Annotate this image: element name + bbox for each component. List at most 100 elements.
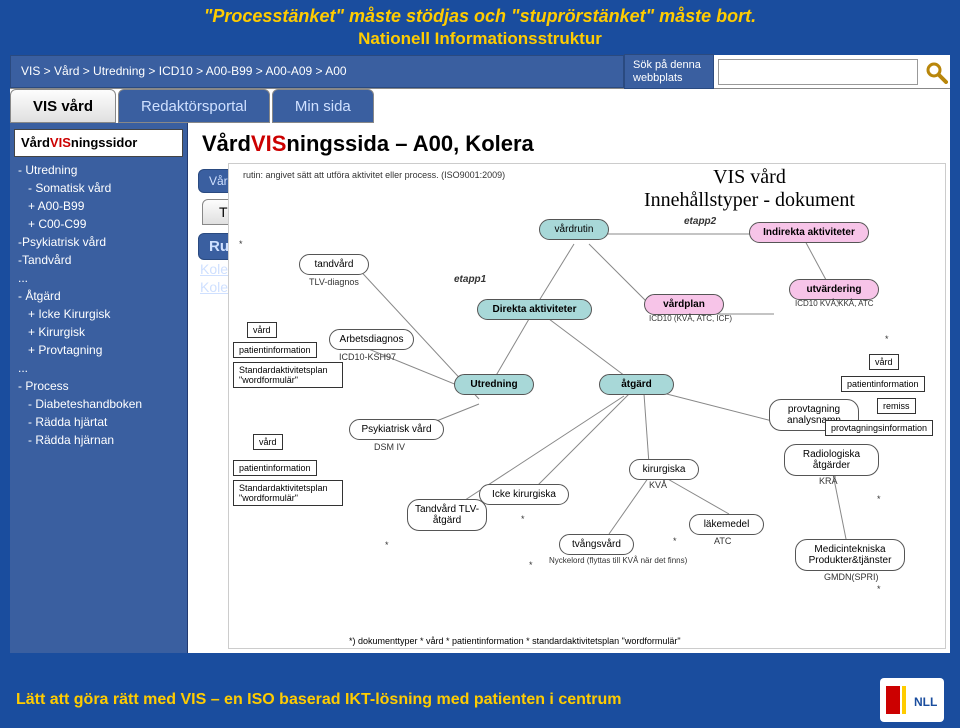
- label-nyckel: Nyckelord (flyttas till KVÅ när det finn…: [549, 556, 687, 565]
- footer-text: Lätt att göra rätt med VIS – en ISO base…: [16, 691, 621, 709]
- box-vard-3: vård: [869, 354, 899, 370]
- star-6: *: [877, 494, 881, 504]
- diagram-title-l1: VIS vård: [713, 166, 786, 188]
- label-tlvdiag: TLV-diagnos: [309, 277, 359, 287]
- box-patientinfo-3: patientinformation: [841, 376, 925, 392]
- node-psyk: Psykiatrisk vård: [349, 419, 444, 440]
- svg-text:NLL: NLL: [914, 695, 937, 709]
- sidebar-item[interactable]: - Utredning: [14, 161, 183, 179]
- page-title-mid: VIS: [251, 131, 286, 156]
- sidebar-item[interactable]: - Process: [14, 377, 183, 395]
- sidebar-title: VårdVISningssidor: [14, 129, 183, 157]
- box-stdplan-2: Standardaktivitetsplan "wordformulär": [233, 480, 343, 506]
- star-2: *: [521, 514, 525, 524]
- sidebar-item[interactable]: ...: [14, 359, 183, 377]
- body-area: VårdVISningssidor - Utredning- Somatisk …: [10, 123, 950, 653]
- box-stdplan-1: Standardaktivitetsplan "wordformulär": [233, 362, 343, 388]
- diagram: rutin: angivet sätt att utföra aktivitet…: [228, 163, 946, 649]
- star-5: *: [673, 536, 677, 546]
- label-etapp1: etapp1: [454, 274, 486, 285]
- node-tandatg: Tandvård TLV- åtgärd: [407, 499, 487, 531]
- footer: Lätt att göra rätt med VIS – en ISO base…: [16, 678, 944, 722]
- link-kole1[interactable]: Kole: [200, 261, 228, 277]
- diagram-title-l2: Innehållstyper - dokument: [644, 189, 855, 211]
- footer-logo: NLL: [880, 678, 944, 722]
- tabbar: VIS vård Redaktörsportal Min sida: [10, 89, 950, 123]
- content: VårdVISningssida – A00, Kolera Vårdfö T …: [188, 123, 950, 653]
- sidebar-item[interactable]: - Åtgärd: [14, 287, 183, 305]
- node-indirekta: Indirekta aktiviteter: [749, 222, 869, 243]
- sidebar-item[interactable]: + Icke Kirurgisk: [14, 305, 183, 323]
- node-atgard: åtgärd: [599, 374, 674, 395]
- star-8: *: [885, 334, 889, 344]
- label-icd10-1: ICD10 (KVÅ, ATC, ICF): [649, 314, 732, 323]
- slide-title-line1: "Processtänket" måste stödjas och "stupr…: [0, 0, 960, 29]
- tab-vis-vard[interactable]: VIS vård: [10, 89, 116, 123]
- node-lakemedel: läkemedel: [689, 514, 764, 535]
- node-direkta: Direkta aktiviteter: [477, 299, 592, 320]
- topbar: VIS > Vård > Utredning > ICD10 > A00-B99…: [10, 55, 950, 89]
- search-icon[interactable]: [922, 58, 950, 86]
- sidebar-items: - Utredning- Somatisk vård+ A00-B99+ C00…: [14, 161, 183, 449]
- node-tvang: tvångsvård: [559, 534, 634, 555]
- box-vard-1: vård: [247, 322, 277, 338]
- sidebar-item[interactable]: + Provtagning: [14, 341, 183, 359]
- star-7: *: [877, 584, 881, 594]
- node-radiolog: Radiologiska åtgärder: [784, 444, 879, 476]
- label-icd10-2: ICD10 KVÅ,KKÅ, ATC: [795, 299, 874, 308]
- node-utvardering: utvärdering: [789, 279, 879, 300]
- sidebar-title-post: ningssidor: [71, 135, 137, 150]
- sidebar-item[interactable]: + A00-B99: [14, 197, 183, 215]
- sidebar-item[interactable]: + Kirurgisk: [14, 323, 183, 341]
- label-icd10ksh: ICD10-KSH97: [339, 352, 396, 362]
- label-gmdn: GMDN(SPRI): [824, 572, 879, 582]
- page-title-pre: Vård: [202, 131, 251, 156]
- label-etapp2: etapp2: [684, 216, 716, 227]
- app-window: VIS > Vård > Utredning > ICD10 > A00-B99…: [8, 53, 952, 655]
- link-kole2[interactable]: Kole: [200, 279, 228, 295]
- label-kra: KRÅ: [819, 476, 838, 486]
- search-label: Sök på denna webbplats: [624, 54, 714, 88]
- diagram-footnote: *) dokumenttyper * vård * patientinforma…: [349, 636, 681, 646]
- label-atc: ATC: [714, 536, 731, 546]
- node-tandvard: tandvård: [299, 254, 369, 275]
- page-title-post: ningssida – A00, Kolera: [286, 131, 533, 156]
- sidebar-item[interactable]: ...: [14, 269, 183, 287]
- sidebar-item[interactable]: - Somatisk vård: [14, 179, 183, 197]
- sidebar-item[interactable]: - Diabeteshandboken: [14, 395, 183, 413]
- node-utredning: Utredning: [454, 374, 534, 395]
- star-4: *: [529, 560, 533, 570]
- search-input[interactable]: [718, 59, 918, 85]
- sidebar-title-mid: VIS: [50, 135, 71, 150]
- node-vardplan: vårdplan: [644, 294, 724, 315]
- breadcrumb[interactable]: VIS > Vård > Utredning > ICD10 > A00-B99…: [10, 55, 624, 88]
- sidebar-item[interactable]: -Tandvård: [14, 251, 183, 269]
- diagram-title: VIS vård Innehållstyper - dokument: [644, 166, 855, 212]
- slide-title-line2: Nationell Informationsstruktur: [0, 29, 960, 53]
- box-remiss: remiss: [877, 398, 916, 414]
- sidebar-item[interactable]: - Rädda hjärnan: [14, 431, 183, 449]
- node-medtek: Medicintekniska Produkter&tjänster: [795, 539, 905, 571]
- sidebar-item[interactable]: + C00-C99: [14, 215, 183, 233]
- star-1: *: [239, 239, 243, 249]
- box-patientinfo-2: patientinformation: [233, 460, 317, 476]
- label-kva: KVÅ: [649, 480, 667, 490]
- node-vardrutin: vårdrutin: [539, 219, 609, 240]
- tab-min-sida[interactable]: Min sida: [272, 89, 374, 123]
- search-area: Sök på denna webbplats: [624, 55, 950, 88]
- sidebar-title-pre: Vård: [21, 135, 50, 150]
- node-arbetsdiag: Arbetsdiagnos: [329, 329, 414, 350]
- box-patientinfo-1: patientinformation: [233, 342, 317, 358]
- sidebar-item[interactable]: -Psykiatrisk vård: [14, 233, 183, 251]
- page-title: VårdVISningssida – A00, Kolera: [188, 123, 950, 161]
- box-vard-2: vård: [253, 434, 283, 450]
- label-dsm: DSM IV: [374, 442, 405, 452]
- sidebar-item[interactable]: - Rädda hjärtat: [14, 413, 183, 431]
- box-provinfo: provtagningsinformation: [825, 420, 933, 436]
- star-3: *: [385, 540, 389, 550]
- node-ickekir: Icke kirurgiska: [479, 484, 569, 505]
- diagram-subtitle: rutin: angivet sätt att utföra aktivitet…: [243, 170, 505, 181]
- sidebar: VårdVISningssidor - Utredning- Somatisk …: [10, 123, 188, 653]
- node-kirurg: kirurgiska: [629, 459, 699, 480]
- tab-redaktorsportal[interactable]: Redaktörsportal: [118, 89, 270, 123]
